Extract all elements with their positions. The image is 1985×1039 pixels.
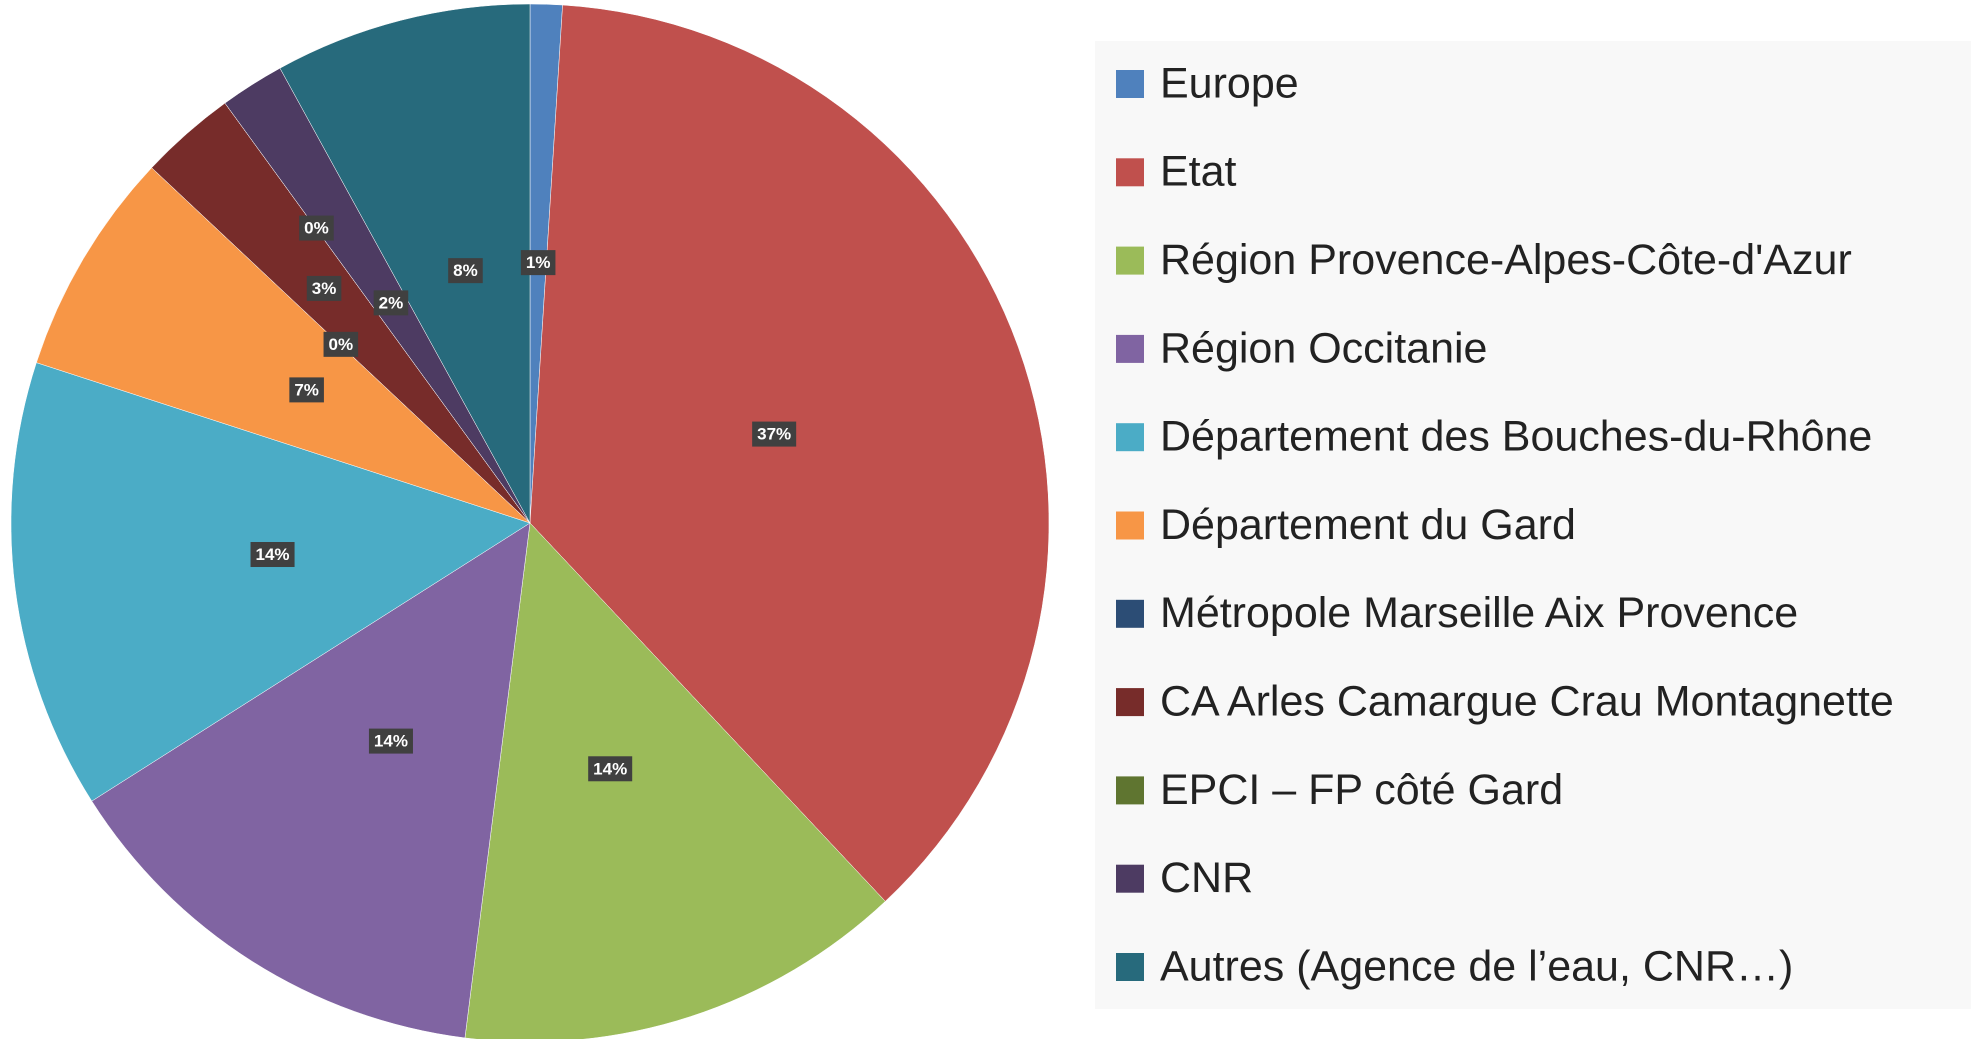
data-label-bg	[752, 421, 797, 447]
legend-swatch	[1116, 599, 1144, 628]
data-label-bg	[250, 542, 295, 568]
data-label-bg	[373, 290, 409, 316]
data-label-text: 14%	[374, 732, 408, 751]
data-label-text: 2%	[379, 293, 404, 312]
data-label: 37%	[752, 421, 797, 447]
pie-slice	[10, 362, 531, 802]
data-label-bg	[299, 215, 334, 241]
data-label: 14%	[588, 756, 633, 782]
legend-label: Région Provence-Alpes-Côte-d'Azur	[1160, 236, 1852, 284]
legend-label: Métropole Marseille Aix Provence	[1160, 589, 1798, 637]
data-label-text: 7%	[294, 380, 319, 399]
legend-swatch	[1116, 246, 1144, 275]
data-label-bg	[306, 275, 342, 301]
data-label-bg	[323, 331, 359, 357]
legend-box	[1095, 41, 1971, 1009]
data-label-bg	[588, 756, 633, 782]
pie-slice	[91, 522, 531, 1039]
legend-label: Autres (Agence de l’eau, CNR…)	[1160, 942, 1793, 990]
data-label-text: 3%	[312, 279, 337, 298]
legend-label: CA Arles Camargue Crau Montagnette	[1160, 677, 1894, 725]
pie-slice	[279, 3, 531, 524]
data-label: 7%	[289, 377, 324, 403]
legend-label: CNR	[1160, 854, 1253, 902]
legend-swatch	[1116, 511, 1144, 540]
data-label: 2%	[373, 290, 409, 316]
data-label: 14%	[250, 542, 295, 568]
pie-slice	[36, 167, 531, 524]
data-label: 8%	[448, 258, 483, 284]
legend-label: Etat	[1160, 148, 1237, 196]
data-label-text: 1%	[526, 253, 551, 272]
legend-label: EPCI – FP côté Gard	[1160, 766, 1563, 814]
legend-label: Département du Gard	[1160, 501, 1576, 549]
legend-swatch	[1116, 334, 1144, 363]
legend-swatch	[1116, 953, 1144, 981]
legend-label: Département des Bouches-du-Rhône	[1160, 413, 1872, 461]
legend-swatch	[1116, 423, 1144, 452]
data-label-bg	[289, 377, 324, 403]
data-label-bg	[448, 258, 483, 284]
data-label-bg	[520, 250, 556, 276]
data-label-text: 37%	[757, 425, 791, 444]
data-label-text: 14%	[593, 759, 627, 778]
pie-slice	[464, 522, 886, 1039]
data-label: 0%	[323, 331, 359, 357]
legend-label: Europe	[1160, 59, 1299, 107]
data-label-bg	[368, 728, 413, 754]
legend-swatch	[1116, 70, 1144, 98]
legend-label: Région Occitanie	[1160, 324, 1487, 372]
legend-swatch	[1116, 158, 1144, 187]
data-label-text: 8%	[453, 261, 478, 280]
data-label: 3%	[306, 275, 342, 301]
data-label-text: 14%	[256, 545, 290, 564]
data-label-text: 0%	[329, 335, 354, 354]
data-label: 0%	[299, 215, 334, 241]
data-label: 14%	[368, 728, 413, 754]
pie-slice	[529, 4, 1050, 902]
legend-swatch	[1116, 688, 1144, 717]
data-label-text: 0%	[304, 219, 329, 238]
data-label: 1%	[520, 250, 556, 276]
legend-swatch	[1116, 776, 1144, 805]
legend-swatch	[1116, 864, 1144, 893]
